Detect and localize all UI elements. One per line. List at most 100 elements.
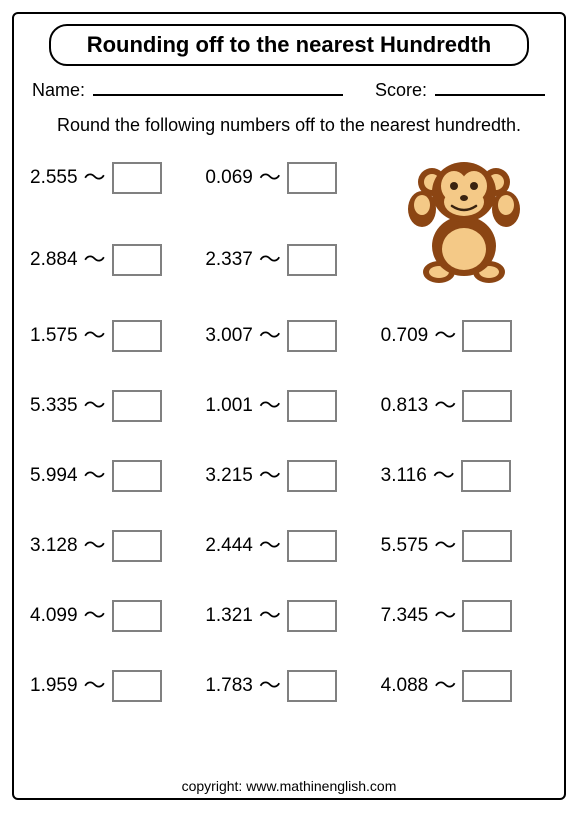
worksheet: Rounding off to the nearest Hundredth Na… <box>12 12 566 800</box>
approx-icon: 〜 <box>434 325 456 347</box>
approx-icon: 〜 <box>259 325 281 347</box>
answer-box[interactable] <box>112 600 162 632</box>
problem-cell: 3.116 〜 <box>381 458 548 494</box>
approx-icon: 〜 <box>434 535 456 557</box>
problem-cell: 3.215 〜 <box>205 458 372 494</box>
name-input-line[interactable] <box>93 78 343 96</box>
problem-number: 3.007 <box>205 325 253 347</box>
problem-number: 0.709 <box>381 325 429 347</box>
answer-box[interactable] <box>462 530 512 562</box>
problem-number: 5.575 <box>381 535 429 557</box>
approx-icon: 〜 <box>434 675 456 697</box>
answer-box[interactable] <box>112 530 162 562</box>
problem-cell: 4.099 〜 <box>30 598 197 634</box>
problem-grid: 2.555 〜 0.069 〜 <box>28 154 550 704</box>
answer-box[interactable] <box>462 390 512 422</box>
approx-icon: 〜 <box>84 167 106 189</box>
problem-number: 1.959 <box>30 675 78 697</box>
answer-box[interactable] <box>287 530 337 562</box>
approx-icon: 〜 <box>84 605 106 627</box>
answer-box[interactable] <box>287 162 337 194</box>
approx-icon: 〜 <box>259 465 281 487</box>
approx-icon: 〜 <box>259 605 281 627</box>
approx-icon: 〜 <box>259 395 281 417</box>
answer-box[interactable] <box>461 460 511 492</box>
problem-cell: 0.069 〜 <box>205 154 372 202</box>
answer-box[interactable] <box>287 390 337 422</box>
copyright-text: copyright: www.mathinenglish.com <box>14 778 564 794</box>
problem-number: 4.099 <box>30 605 78 627</box>
instruction-text: Round the following numbers off to the n… <box>28 115 550 136</box>
problem-cell: 1.321 〜 <box>205 598 372 634</box>
approx-icon: 〜 <box>259 167 281 189</box>
problem-number: 5.335 <box>30 395 78 417</box>
answer-box[interactable] <box>112 670 162 702</box>
answer-box[interactable] <box>112 320 162 352</box>
answer-box[interactable] <box>287 320 337 352</box>
page-title: Rounding off to the nearest Hundredth <box>87 32 492 57</box>
problem-number: 2.444 <box>205 535 253 557</box>
answer-box[interactable] <box>112 162 162 194</box>
answer-box[interactable] <box>287 244 337 276</box>
approx-icon: 〜 <box>259 249 281 271</box>
problem-cell: 1.783 〜 <box>205 668 372 704</box>
problem-number: 2.884 <box>30 249 78 271</box>
problem-number: 1.575 <box>30 325 78 347</box>
problem-cell: 2.444 〜 <box>205 528 372 564</box>
problem-number: 4.088 <box>381 675 429 697</box>
problem-cell: 3.007 〜 <box>205 318 372 354</box>
problem-cell: 2.884 〜 <box>30 236 197 284</box>
problem-number: 2.555 <box>30 167 78 189</box>
answer-box[interactable] <box>462 670 512 702</box>
approx-icon: 〜 <box>84 325 106 347</box>
problem-cell: 1.575 〜 <box>30 318 197 354</box>
problem-number: 5.994 <box>30 465 78 487</box>
problem-number: 0.813 <box>381 395 429 417</box>
problem-cell: 5.335 〜 <box>30 388 197 424</box>
approx-icon: 〜 <box>84 395 106 417</box>
problem-number: 1.321 <box>205 605 253 627</box>
problem-cell: 1.001 〜 <box>205 388 372 424</box>
problem-number: 0.069 <box>205 167 253 189</box>
problem-cell: 2.555 〜 <box>30 154 197 202</box>
problem-cell: 1.959 〜 <box>30 668 197 704</box>
score-input-line[interactable] <box>435 78 545 96</box>
problem-cell: 2.337 〜 <box>205 236 372 284</box>
title-box: Rounding off to the nearest Hundredth <box>49 24 529 66</box>
problem-number: 1.783 <box>205 675 253 697</box>
problem-number: 3.128 <box>30 535 78 557</box>
answer-box[interactable] <box>287 670 337 702</box>
approx-icon: 〜 <box>84 249 106 271</box>
problem-number: 7.345 <box>381 605 429 627</box>
meta-row: Name: Score: <box>32 78 546 101</box>
problem-cell: 0.709 〜 <box>381 318 548 354</box>
answer-box[interactable] <box>287 460 337 492</box>
approx-icon: 〜 <box>434 605 456 627</box>
problem-cell: 0.813 〜 <box>381 388 548 424</box>
approx-icon: 〜 <box>84 535 106 557</box>
approx-icon: 〜 <box>259 675 281 697</box>
approx-icon: 〜 <box>434 395 456 417</box>
score-label: Score: <box>375 80 427 101</box>
answer-box[interactable] <box>112 460 162 492</box>
problem-cell: 5.575 〜 <box>381 528 548 564</box>
problem-number: 2.337 <box>205 249 253 271</box>
name-label: Name: <box>32 80 85 101</box>
problem-cell: 7.345 〜 <box>381 598 548 634</box>
answer-box[interactable] <box>462 320 512 352</box>
approx-icon: 〜 <box>84 675 106 697</box>
answer-box[interactable] <box>112 244 162 276</box>
approx-icon: 〜 <box>433 465 455 487</box>
approx-icon: 〜 <box>259 535 281 557</box>
monkey-illustration <box>381 154 548 284</box>
problem-number: 3.116 <box>381 465 427 487</box>
problem-cell: 4.088 〜 <box>381 668 548 704</box>
answer-box[interactable] <box>462 600 512 632</box>
problem-cell: 5.994 〜 <box>30 458 197 494</box>
approx-icon: 〜 <box>84 465 106 487</box>
answer-box[interactable] <box>287 600 337 632</box>
problem-number: 1.001 <box>205 395 253 417</box>
answer-box[interactable] <box>112 390 162 422</box>
problem-cell: 3.128 〜 <box>30 528 197 564</box>
problem-number: 3.215 <box>205 465 253 487</box>
